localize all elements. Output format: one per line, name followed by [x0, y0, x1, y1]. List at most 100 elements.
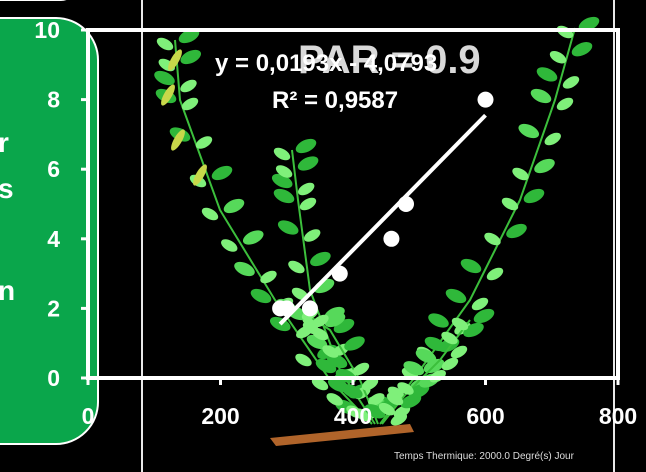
plant-leaf [378, 402, 396, 416]
data-points [272, 91, 494, 317]
plant-leaf [386, 392, 404, 406]
axis-ticks: 0 200 400 600 800 0 2 4 6 8 10 [34, 17, 637, 429]
plant-leaf-yellow [171, 129, 185, 151]
plant-leaf [344, 336, 365, 351]
plant-leaf-yellow [193, 164, 207, 186]
plant-leaf [473, 308, 495, 324]
plant-leaf [451, 317, 469, 331]
plant-leaf [368, 393, 385, 406]
y-tick-label: 10 [34, 17, 60, 43]
plant-leaf [326, 353, 348, 369]
y-tick-label: 2 [47, 295, 60, 321]
plant-leaf [471, 297, 489, 311]
plant-leaf [544, 132, 561, 146]
x-tick-label: 800 [599, 403, 637, 429]
plant-leaf [273, 147, 291, 161]
plant-leaf [275, 165, 293, 178]
plant-leaf [250, 288, 272, 304]
plant-leaf [178, 28, 200, 44]
trendline [278, 113, 487, 326]
plant-leaf [326, 393, 343, 406]
plant-leaf [523, 188, 545, 204]
plant-leaf [441, 331, 458, 345]
trendline-layer [278, 113, 487, 326]
plant-leaf [324, 312, 346, 328]
plant-leaf [571, 42, 593, 57]
data-point [398, 196, 414, 212]
plant-leaf [234, 261, 255, 277]
simulation-frame [141, 0, 615, 472]
plant-leaf [295, 353, 312, 367]
regression-equation: y = 0,0193x - 4,0793 [215, 50, 437, 77]
plant-leaf [445, 288, 467, 304]
thermal-time-caption: Temps Thermique: 2000.0 Degré(s) Jour [394, 451, 575, 462]
plant-leaf [295, 138, 317, 154]
plant-leaf [288, 260, 305, 274]
plant-leaf [549, 50, 567, 64]
plant-leaf [501, 197, 519, 211]
plant-leaf [484, 232, 501, 246]
side-panel-line-2: s [0, 173, 14, 204]
x-tick-label: 200 [201, 403, 239, 429]
plant-leaf [181, 97, 199, 111]
plant-leaf [390, 413, 408, 426]
plant-leaf [441, 357, 459, 371]
y-tick-label: 6 [47, 156, 60, 182]
plant-leaf [156, 37, 174, 51]
plant-leaf [424, 336, 446, 352]
y-tick-label: 0 [47, 365, 60, 391]
plant-leaf [536, 67, 558, 82]
side-panel [0, 17, 99, 445]
plant-leaf [403, 361, 425, 376]
plant-leaf [342, 384, 363, 399]
plant-leaf [518, 123, 540, 139]
plant-leaf [578, 16, 600, 32]
y-tick-label: 8 [47, 87, 60, 113]
plant-leaf [506, 223, 527, 239]
soil-slab [270, 424, 414, 446]
data-point [383, 230, 400, 247]
data-point [331, 265, 348, 282]
plant-leaf [195, 136, 213, 149]
plant-leaf [298, 182, 315, 196]
x-tick-label: 600 [466, 403, 504, 429]
plant-leaf [562, 76, 580, 89]
plant-leaf [450, 345, 468, 359]
y-tick-label: 4 [47, 226, 60, 252]
plant-leaf [428, 313, 449, 328]
plant-leaf [311, 377, 329, 391]
side-panel-line-3: n [0, 275, 15, 306]
plant-leaf [223, 198, 245, 214]
plant-leaf [180, 49, 202, 65]
plant-leaf [277, 220, 299, 235]
plant-leaf [299, 197, 317, 211]
plant-leaf [154, 70, 175, 86]
plant-leaf [415, 348, 437, 364]
data-point [301, 300, 318, 317]
plant-leaf [530, 88, 552, 104]
plant-leaf [512, 167, 529, 181]
plant-leaf [211, 165, 233, 181]
par-overlay: PAR = 0.9 [298, 38, 481, 82]
plant-leaf-yellow [161, 84, 175, 106]
plant-leaf [322, 345, 339, 358]
plant-leaf [556, 97, 574, 111]
plant-leaf [534, 158, 555, 174]
plant-leaf [297, 156, 319, 171]
plant-leaf [242, 230, 264, 245]
plant-leaf [352, 362, 370, 376]
side-panel-line-1: r [0, 127, 9, 158]
data-point [278, 300, 295, 317]
plant-leaf [361, 377, 379, 391]
plant-leaf [463, 322, 484, 338]
plant-leaf [180, 79, 197, 93]
plant-leaf [304, 229, 321, 242]
plant-leaf [201, 207, 219, 221]
plant-leaf-yellow [168, 49, 182, 71]
plant-leaf [260, 270, 277, 284]
r-squared: R² = 0,9587 [272, 87, 398, 114]
plant-leaf [397, 382, 414, 395]
plant-leaf [460, 258, 482, 274]
